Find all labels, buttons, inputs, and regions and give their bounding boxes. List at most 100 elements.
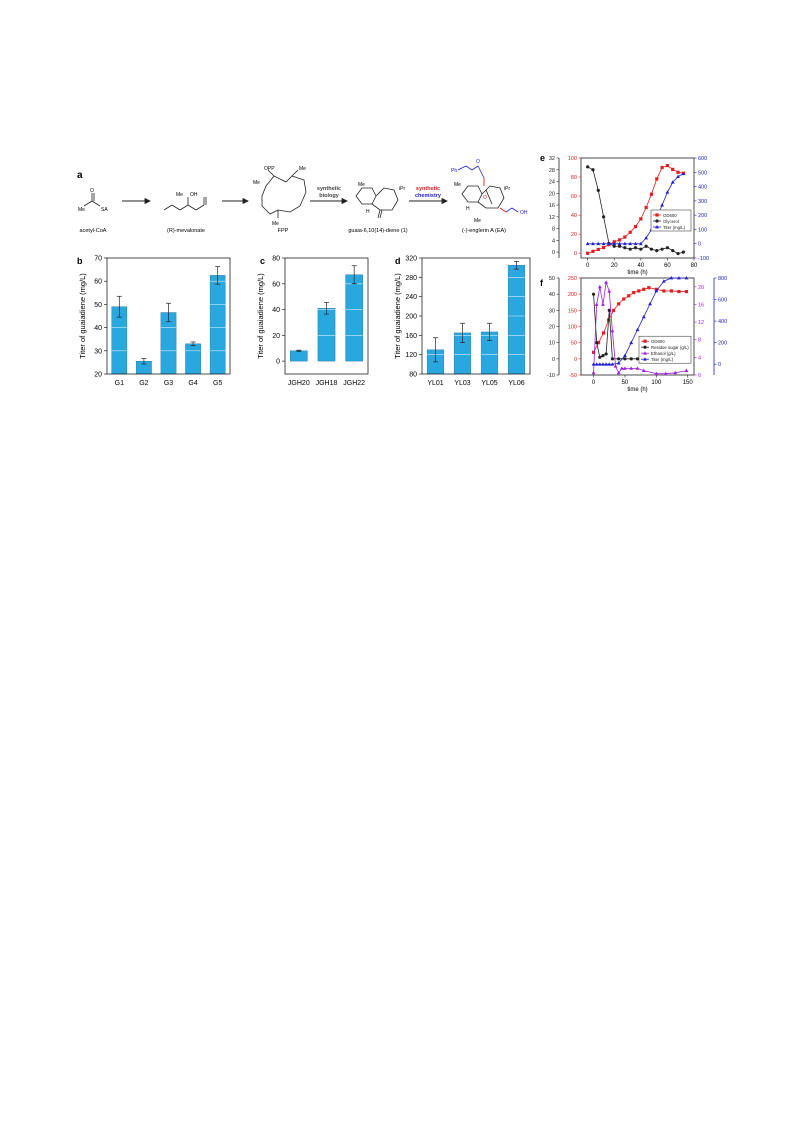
y-tick-label: 280 [405, 275, 417, 282]
data-point [596, 188, 600, 192]
y-tick-label: 0 [698, 373, 701, 379]
y-tick-label: 4 [552, 238, 555, 244]
data-point [623, 366, 627, 370]
compound-englerin: (-)-englerin A (EA) [462, 228, 506, 234]
legend-label: Glycerol [663, 219, 679, 224]
data-point [617, 302, 621, 306]
bar [185, 343, 201, 375]
data-point [623, 246, 627, 250]
data-point [601, 362, 605, 366]
panel-e-letter: e [540, 153, 545, 163]
y-tick-label: 32 [549, 156, 555, 162]
data-point [635, 357, 640, 361]
y-tick-label: 60 [94, 279, 102, 286]
y-tick-label: 600 [698, 156, 707, 162]
englerin-ph-label: Ph [451, 168, 457, 174]
englerin-structure [461, 185, 505, 209]
data-point [633, 241, 638, 246]
x-axis-label: time (h) [627, 387, 647, 393]
data-point [601, 302, 605, 306]
acetyl-coa-o-label: O [90, 188, 94, 194]
data-point [641, 368, 646, 372]
data-point [597, 284, 602, 289]
data-point [635, 327, 640, 332]
y-tick-label: 40 [272, 307, 280, 314]
panel-d-letter: d [395, 256, 401, 266]
acetyl-coa-structure [83, 193, 101, 207]
data-point [617, 238, 622, 242]
step2-line1: synthetic [416, 186, 440, 192]
y-tick-label: -100 [698, 256, 709, 262]
bar [317, 308, 336, 362]
y-tick-label: 40 [571, 213, 577, 219]
data-point [654, 288, 659, 293]
guaiadiene-h-label: H [366, 209, 370, 215]
y-tick-label: 10 [549, 341, 555, 347]
data-point [655, 177, 659, 181]
data-point [643, 351, 647, 355]
data-point [607, 308, 611, 312]
y-tick-label: 20 [698, 285, 704, 291]
data-point [639, 247, 643, 251]
y-tick-label: 70 [94, 256, 102, 263]
line-chart-e: 048121620242832020406080100-100010020030… [549, 156, 709, 276]
y-axis-label: Titer of guaiadiene (mg/L) [256, 273, 265, 359]
data-point [665, 190, 670, 194]
data-point [684, 276, 689, 280]
y-tick-label: 50 [94, 302, 102, 309]
x-axis-label: time (h) [627, 270, 647, 276]
data-point [594, 362, 599, 366]
fpp-me-label-3: Me [272, 221, 279, 227]
data-point [623, 353, 627, 357]
y-tick-label: -50 [569, 373, 577, 379]
data-point [660, 247, 664, 251]
data-point [665, 164, 670, 168]
data-point [660, 165, 664, 170]
y-tick-label: 800 [718, 276, 727, 282]
legend-label: Residue sugar (g/L) [651, 345, 689, 350]
fpp-structure [261, 169, 307, 218]
legend-label: Titer (mg/L) [663, 225, 686, 230]
data-point [642, 287, 646, 291]
y-tick-label: 0 [718, 362, 721, 368]
data-point [586, 165, 590, 169]
data-point [602, 331, 606, 335]
data-point [628, 241, 633, 246]
compound-guaiadiene: guaia-6,10(14)-diene (1) [348, 228, 407, 234]
y-tick-label: 80 [272, 256, 280, 263]
data-point [591, 370, 596, 375]
englerin-me-label-1: Me [454, 182, 461, 188]
data-point [597, 362, 602, 366]
data-point [591, 249, 595, 253]
data-point [616, 370, 621, 375]
data-point [610, 357, 614, 361]
data-point [617, 357, 621, 361]
data-point [632, 290, 636, 295]
panel-b-letter: b [77, 256, 83, 266]
y-tick-label: 300 [698, 199, 707, 205]
data-point [604, 352, 608, 356]
data-point [677, 276, 681, 280]
acetyl-coa-me-label: Me [78, 207, 85, 213]
englerin-oh-label: OH [520, 210, 528, 216]
data-point [676, 174, 680, 178]
data-point [676, 170, 680, 174]
bar [290, 350, 308, 362]
x-tick-label: G5 [213, 380, 222, 387]
panel-c-letter: c [260, 256, 265, 266]
data-point [596, 241, 601, 246]
y-tick-label: 200 [405, 314, 417, 321]
series-line [593, 282, 687, 375]
y-tick-label: 100 [568, 156, 577, 162]
data-point [601, 241, 606, 246]
data-point [676, 251, 680, 256]
fpp-me-label-2: Me [299, 166, 306, 172]
data-point [591, 241, 595, 246]
y-tick-label: 24 [549, 180, 555, 186]
legend-label: OD600 [651, 339, 665, 344]
panel-a-scheme: a O Me SA acetyl-CoA Me OH (R)-mevalonat… [77, 159, 528, 234]
y-tick-label: 8 [552, 227, 555, 233]
x-tick-label: G4 [188, 380, 197, 387]
legend-label: Titer (mg/L) [651, 357, 674, 362]
